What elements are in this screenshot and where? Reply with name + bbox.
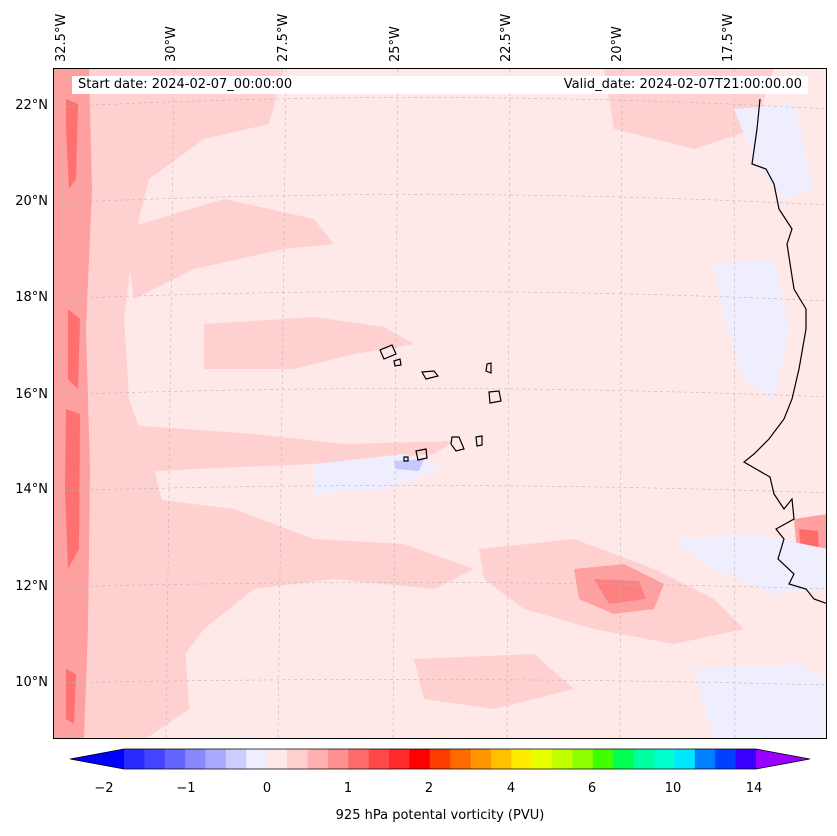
colorbar-tick: 6 (587, 781, 597, 796)
colorbar-tick: 4 (506, 781, 516, 796)
cape-verde-islands (379, 344, 502, 462)
pv-contour-positive-low-6 (154, 499, 474, 669)
lat-label: 22°N (15, 98, 48, 113)
lon-label: 27.5°W (276, 13, 291, 62)
lat-label: 20°N (15, 194, 48, 209)
colorbar-tick: 1 (343, 781, 353, 796)
colorbar-tick: 2 (424, 781, 434, 796)
lon-label: 30°W (164, 26, 179, 62)
pv-contour-positive-low-8 (414, 654, 574, 709)
colorbar-segment (368, 749, 390, 769)
coastline (742, 98, 826, 604)
colorbar-segment (572, 749, 594, 769)
colorbar-segment (185, 749, 207, 769)
pv-contour-positive-low (54, 69, 284, 738)
colorbar-segment (674, 749, 696, 769)
lon-label: 20°W (610, 26, 625, 62)
colorbar-segment (144, 749, 166, 769)
colorbar-segment (735, 749, 757, 769)
colorbar-segment (409, 749, 431, 769)
pv-contour-positive-low-2 (124, 199, 334, 299)
colorbar-segment (490, 749, 512, 769)
colorbar-outline (70, 748, 810, 770)
colorbar-segment (429, 749, 451, 769)
colorbar-segment (450, 749, 472, 769)
lat-label: 14°N (15, 482, 48, 497)
colorbar-tick: −2 (94, 781, 114, 796)
pv-contour-positive-low-4 (114, 424, 454, 474)
colorbar-segment (225, 749, 247, 769)
lat-label: 18°N (15, 290, 48, 305)
lon-label: 22.5°W (499, 13, 514, 62)
colorbar-extend-min (70, 749, 124, 769)
lon-label: 32.5°W (54, 13, 69, 62)
pv-contour-positive-mid (54, 69, 92, 738)
valid-date-label: Valid_date: 2024-02-07T21:00:00.00 (532, 76, 808, 94)
pv-contour-positive-high-2 (68, 309, 80, 389)
colorbar-segment (470, 749, 492, 769)
map-panel (53, 68, 827, 739)
colorbar-segment (613, 749, 635, 769)
pv-contour-positive-high-3 (65, 409, 80, 569)
gridlines (54, 69, 826, 738)
colorbar-segment (633, 749, 655, 769)
lat-label: 10°N (15, 675, 48, 690)
colorbar-segment (654, 749, 675, 769)
pv-field-map (54, 69, 826, 738)
colorbar-segment (205, 749, 227, 769)
pv-contour-negative-low-3 (734, 104, 814, 199)
colorbar-segment (694, 749, 716, 769)
colorbar-segment (552, 749, 574, 769)
colorbar-segment (511, 749, 533, 769)
colorbar-segment (246, 749, 268, 769)
start-date-label: Start date: 2024-02-07_00:00:00 (72, 76, 538, 94)
colorbar-segment (266, 749, 288, 769)
colorbar-segment (715, 749, 737, 769)
colorbar (70, 748, 810, 770)
colorbar-segment (307, 749, 329, 769)
colorbar-segment (124, 749, 145, 769)
colorbar-segment (327, 749, 349, 769)
colorbar-tick: 10 (664, 781, 682, 796)
colorbar-segment (348, 749, 370, 769)
colorbar-tick: 14 (745, 781, 763, 796)
pv-contour-negative-low-4 (674, 534, 826, 594)
colorbar-segment (531, 749, 553, 769)
colorbar-segment (164, 749, 186, 769)
colorbar-segment (389, 749, 410, 769)
colorbar-segment (287, 749, 308, 769)
colorbar-segment (592, 749, 614, 769)
pv-contour-negative-low-5 (694, 664, 826, 738)
colorbar-extend-max (756, 749, 810, 769)
colorbar-label: 925 hPa potental vorticity (PVU) (335, 808, 545, 823)
lat-label: 16°N (15, 387, 48, 402)
lat-label: 12°N (15, 579, 48, 594)
colorbar-tick: −1 (176, 781, 196, 796)
lon-label: 25°W (388, 26, 403, 62)
lon-label: 17.5°W (721, 13, 736, 62)
pv-contour-negative-low-2 (714, 259, 789, 399)
colorbar-tick: 0 (262, 781, 272, 796)
pv-contour-positive-high-5 (594, 579, 646, 604)
pv-contour-positive-low-3 (204, 317, 414, 369)
pv-contour-negative-low-6 (394, 459, 424, 471)
pv-contour-positive-high (66, 99, 78, 189)
